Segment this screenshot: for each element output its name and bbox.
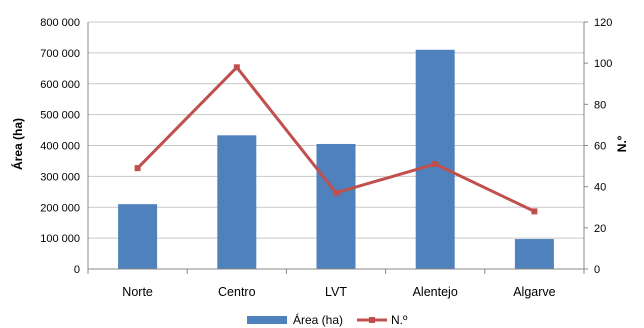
left-tick-label: 400 000 [40, 141, 80, 153]
right-tick-label: 20 [594, 223, 606, 235]
bar [514, 239, 554, 269]
bar [217, 135, 257, 269]
category-label: Norte [122, 285, 153, 299]
category-label: Algarve [513, 285, 555, 299]
category-label: LVT [325, 285, 347, 299]
bar [118, 204, 158, 269]
legend-bar-swatch [247, 316, 287, 324]
left-tick-label: 200 000 [40, 202, 80, 214]
category-label: Centro [218, 285, 256, 299]
line-marker [432, 161, 439, 168]
left-tick-label: 0 [74, 264, 80, 276]
right-tick-label: 60 [594, 141, 606, 153]
bar-series [118, 49, 554, 269]
legend: Área (ha) N.º [247, 312, 408, 327]
left-tick-label: 100 000 [40, 233, 80, 245]
left-tick-label: 700 000 [40, 48, 80, 60]
right-axis-ticks: 0 20 40 60 80 100 120 [584, 17, 612, 276]
left-axis-ticks: 0 100 000 200 000 300 000 400 000 500 000 600 … [40, 17, 80, 276]
right-tick-label: 120 [594, 17, 612, 29]
legend-bar-label: Área (ha) [293, 312, 343, 327]
left-axis-title: Área (ha) [10, 118, 25, 170]
right-axis-title: N.º [615, 135, 629, 152]
line-marker [233, 64, 240, 71]
line-series [134, 64, 538, 215]
category-label: Alentejo [413, 285, 458, 299]
right-tick-label: 0 [594, 264, 600, 276]
left-tick-label: 600 000 [40, 79, 80, 91]
left-tick-label: 800 000 [40, 17, 80, 29]
legend-line-marker [369, 317, 375, 323]
category-labels: Norte Centro LVT Alentejo Algarve [122, 285, 555, 299]
right-tick-label: 40 [594, 182, 606, 194]
right-tick-label: 100 [594, 58, 612, 70]
line-marker [531, 208, 538, 215]
bar [316, 143, 356, 269]
left-tick-label: 500 000 [40, 110, 80, 122]
legend-line-label: N.º [391, 313, 408, 327]
bar [415, 49, 455, 269]
line-marker [333, 189, 339, 196]
left-tick-label: 300 000 [40, 171, 80, 183]
line-marker [134, 165, 141, 172]
right-tick-label: 80 [594, 99, 606, 111]
